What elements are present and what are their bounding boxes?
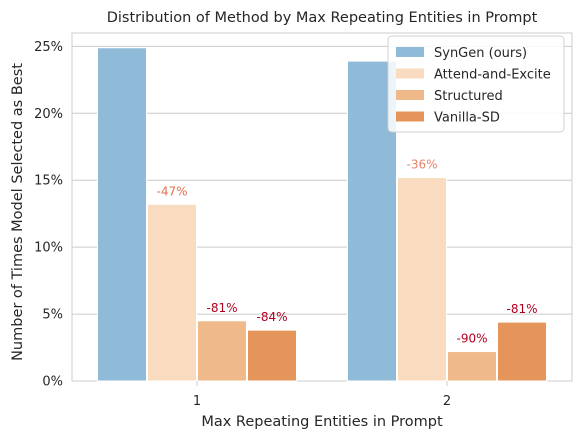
legend-swatch [396,47,424,57]
x-tick-label: 2 [443,394,451,409]
annotations: -47% -81% -84% -36% -90% -81% [156,158,537,346]
legend-swatch [396,90,424,100]
bar-annotation: -81% [506,302,537,316]
bars [97,47,547,382]
bar-annotation: -90% [456,332,487,346]
legend-label: Vanilla-SD [434,111,500,126]
bar-annotation: -84% [256,310,287,324]
bar-annotation: -81% [206,301,237,315]
y-tick-label: 10% [34,241,63,256]
plot-frame [71,32,573,382]
y-tick-label: 5% [42,308,63,323]
y-tick-label: 15% [34,174,63,189]
legend: SynGen (ours) Attend-and-Excite Structured… [387,35,565,133]
chart-title: Distribution of Method by Max Repeating … [107,10,538,26]
y-tick-label: 25% [34,40,63,55]
legend-swatch [396,68,424,79]
bar-annotation: -47% [156,184,187,198]
legend-box [387,35,565,133]
bar [447,351,497,382]
y-tick-label: 0% [42,375,63,390]
bar [147,203,197,382]
bar [497,321,547,382]
bar [97,47,147,382]
legend-label: Structured [434,89,503,104]
bar [197,320,247,382]
legend-label: SynGen (ours) [434,46,527,61]
legend-label: Attend-and-Excite [434,68,551,83]
bar [397,177,447,382]
x-tick-label: 1 [193,394,201,409]
y-ticks: 0% 5% 10% 15% 20% 25% [34,40,63,390]
x-axis-label: Max Repeating Entities in Prompt [201,414,443,430]
y-axis-label: Number of Times Model Selected as Best [10,63,26,361]
y-tick-label: 20% [34,107,63,122]
bar [247,329,297,382]
bar-annotation: -36% [406,158,437,172]
legend-swatch [396,111,424,122]
